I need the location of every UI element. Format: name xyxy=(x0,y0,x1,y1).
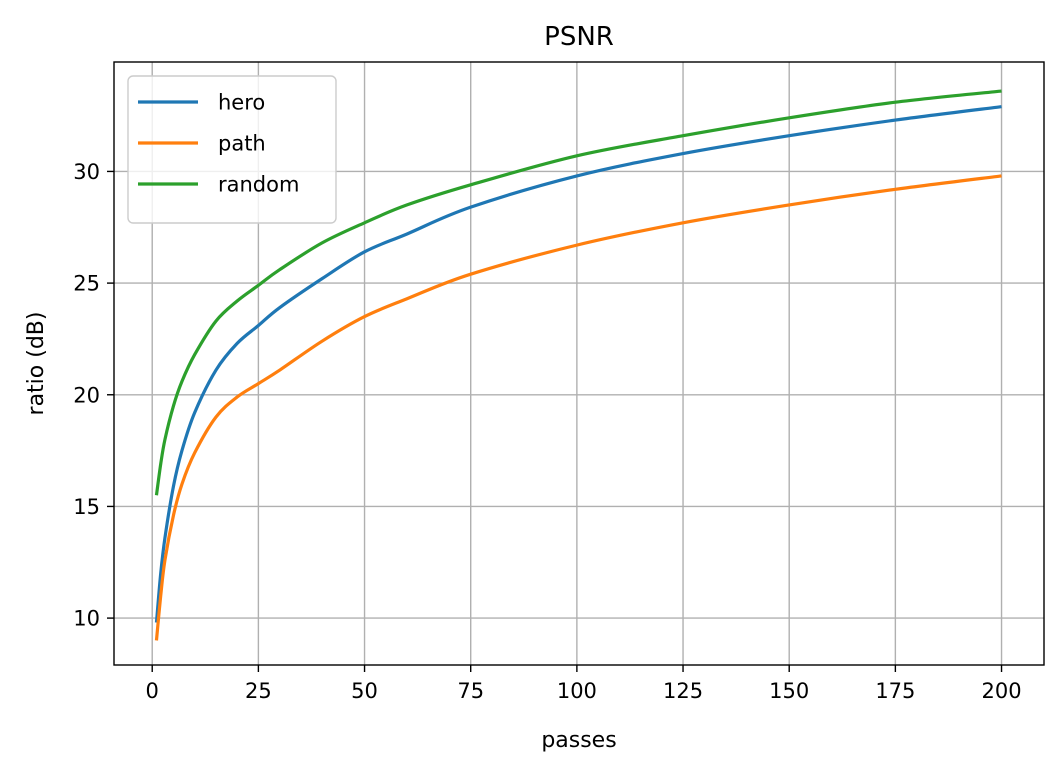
legend-label-path: path xyxy=(218,132,266,156)
legend-box xyxy=(127,75,337,224)
x-axis-label: passes xyxy=(541,728,616,753)
y-tick-label: 25 xyxy=(73,272,100,296)
legend-label-hero: hero xyxy=(218,91,265,115)
y-tick-label: 10 xyxy=(73,607,100,631)
x-tick-label: 25 xyxy=(245,679,272,703)
legend-label-random: random xyxy=(218,173,299,197)
plot-frame xyxy=(113,61,1045,666)
series-lines xyxy=(154,89,1002,641)
y-axis-label: ratio (dB) xyxy=(24,312,49,416)
y-tick-label: 20 xyxy=(73,383,100,407)
series-line-random xyxy=(154,89,1002,496)
series-line-hero xyxy=(154,105,1002,623)
series-line-path xyxy=(154,174,1002,641)
y-tick-label: 15 xyxy=(73,495,100,519)
grid-lines xyxy=(114,62,1044,665)
y-axis-ticks: 10 15 20 25 30 xyxy=(73,160,114,631)
legend: hero path random xyxy=(127,75,337,224)
x-tick-label: 200 xyxy=(981,679,1021,703)
x-tick-label: 0 xyxy=(146,679,159,703)
y-tick-label: 30 xyxy=(73,160,100,184)
x-tick-label: 75 xyxy=(457,679,484,703)
x-axis-ticks: 0 25 50 75 100 125 150 175 200 xyxy=(146,665,1022,703)
chart-title: PSNR xyxy=(544,22,614,52)
x-tick-label: 100 xyxy=(557,679,597,703)
x-tick-label: 175 xyxy=(875,679,915,703)
x-tick-label: 50 xyxy=(351,679,378,703)
x-tick-label: 150 xyxy=(769,679,809,703)
x-tick-label: 125 xyxy=(663,679,703,703)
